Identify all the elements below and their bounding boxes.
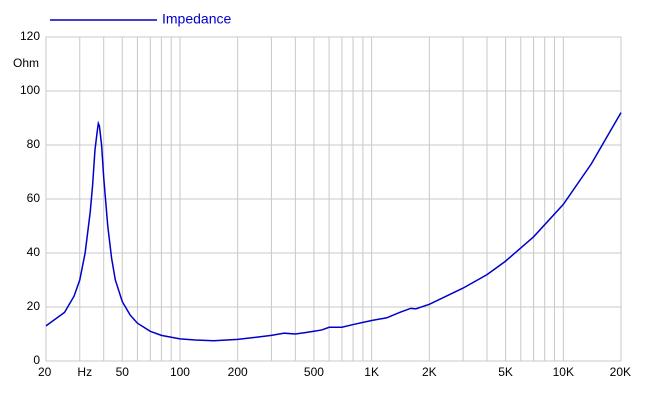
y-tick-label: 60 [27, 191, 41, 205]
impedance-line [45, 112, 622, 342]
x-tick-label: 20K [610, 365, 631, 379]
x-tick-label: 200 [228, 365, 248, 379]
x-tick-label: 50 [116, 365, 130, 379]
x-tick-label: 1K [364, 365, 379, 379]
x-tick-label: 2K [422, 365, 437, 379]
y-axis-label: Ohm [13, 56, 39, 70]
x-tick-label: Hz [77, 365, 92, 379]
y-tick-label: 20 [27, 299, 41, 313]
x-tick-label: 500 [304, 365, 324, 379]
x-tick-label: 10K [553, 365, 574, 379]
x-tick-label: 100 [170, 365, 190, 379]
x-tick-label: 5K [498, 365, 513, 379]
legend-label: Impedance [162, 11, 231, 27]
y-tick-label: 40 [27, 245, 41, 259]
y-tick-label: 100 [20, 83, 40, 97]
x-tick-label: 20 [38, 365, 52, 379]
y-tick-label: 0 [33, 353, 40, 367]
plot-frame [45, 36, 622, 362]
y-tick-label: 80 [27, 137, 41, 151]
y-tick-label: 120 [20, 29, 40, 43]
